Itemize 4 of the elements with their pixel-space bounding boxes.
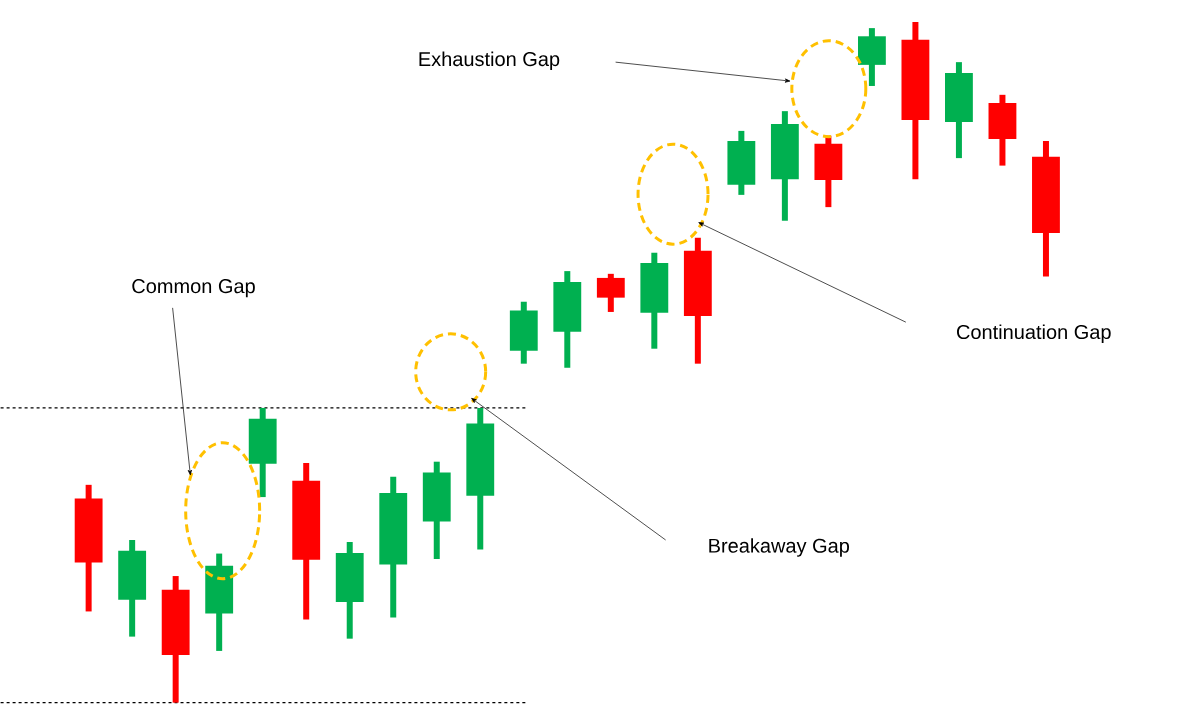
annotation: Continuation Gap (957, 324, 1111, 344)
annotation: Common Gap (132, 279, 255, 298)
annotation: Exhaustion Gap (419, 51, 560, 71)
annotation: Breakaway Gap (709, 538, 850, 557)
